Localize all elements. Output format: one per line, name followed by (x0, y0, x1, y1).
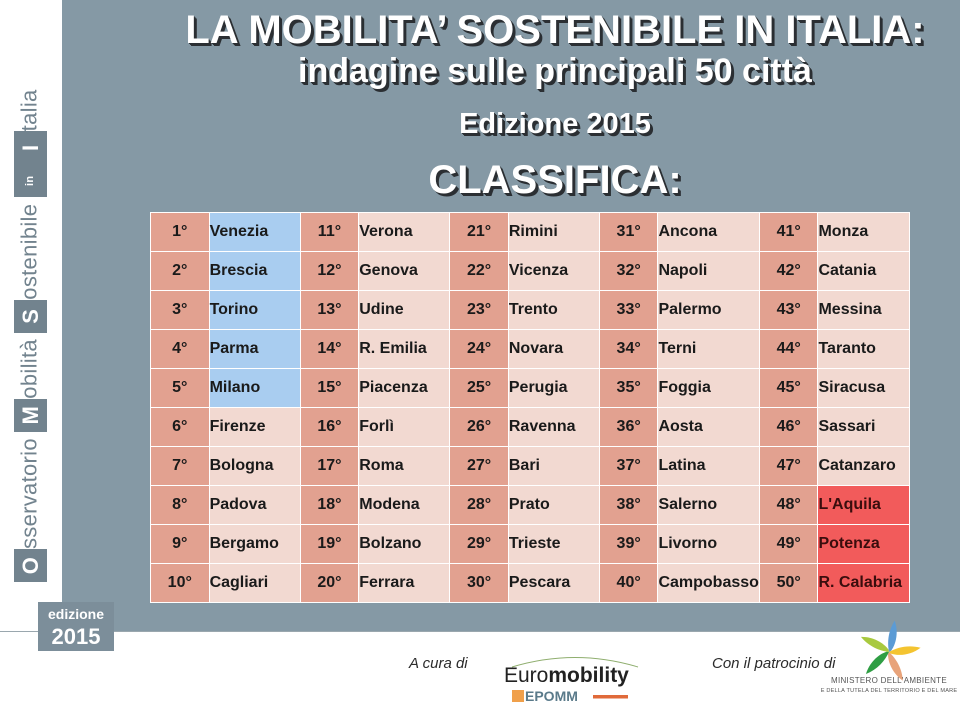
svg-text:EPOMM: EPOMM (525, 688, 578, 704)
svg-text:E DELLA TUTELA DEL TERRITORIO: E DELLA TUTELA DEL TERRITORIO E DEL MARE (821, 688, 958, 694)
svg-text:Euromobility: Euromobility (504, 664, 629, 687)
svg-text:MINISTERO DELL'AMBIENTE: MINISTERO DELL'AMBIENTE (831, 676, 947, 685)
